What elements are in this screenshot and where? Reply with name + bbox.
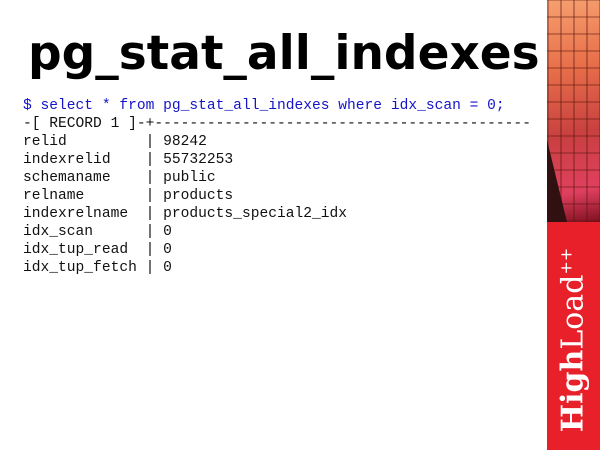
record-row: schemaname | public <box>23 169 531 187</box>
field-value: products_special2_idx <box>163 206 348 222</box>
separator: | <box>145 170 164 186</box>
field-value: products <box>163 188 234 204</box>
field-name: indexrelname <box>23 206 146 222</box>
query-output: $ select * from pg_stat_all_indexes wher… <box>23 97 531 277</box>
sql-command: $ select * from pg_stat_all_indexes wher… <box>23 98 505 114</box>
separator: | <box>145 206 164 222</box>
record-row: relname | products <box>23 187 531 205</box>
separator: | <box>145 224 164 240</box>
separator: | <box>145 188 164 204</box>
highload-banner: HighLoad++ <box>547 0 600 450</box>
separator: | <box>145 260 164 276</box>
field-value: 55732253 <box>163 152 234 168</box>
field-value: 98242 <box>163 134 207 150</box>
logo-panel <box>547 222 600 450</box>
slide-title: pg_stat_all_indexes <box>28 26 540 81</box>
highload-logo: HighLoad++ <box>555 247 591 433</box>
record-row: idx_tup_fetch | 0 <box>23 259 531 277</box>
record-row: idx_scan | 0 <box>23 223 531 241</box>
field-value: public <box>163 170 216 186</box>
record-row: indexrelid | 55732253 <box>23 151 531 169</box>
field-value: 0 <box>163 224 172 240</box>
field-name: relname <box>23 188 146 204</box>
separator: | <box>145 152 164 168</box>
separator: | <box>145 134 164 150</box>
field-value: 0 <box>163 242 172 258</box>
banner-image <box>547 0 600 222</box>
field-name: relid <box>23 134 146 150</box>
field-name: schemaname <box>23 170 146 186</box>
field-name: idx_scan <box>23 224 146 240</box>
separator: | <box>145 242 164 258</box>
field-name: idx_tup_fetch <box>23 260 146 276</box>
field-name: indexrelid <box>23 152 146 168</box>
record-row: idx_tup_read | 0 <box>23 241 531 259</box>
record-row: relid | 98242 <box>23 133 531 151</box>
field-name: idx_tup_read <box>23 242 146 258</box>
field-value: 0 <box>163 260 172 276</box>
record-row: indexrelname | products_special2_idx <box>23 205 531 223</box>
record-header: -[ RECORD 1 ]-+-------------------------… <box>23 116 531 132</box>
